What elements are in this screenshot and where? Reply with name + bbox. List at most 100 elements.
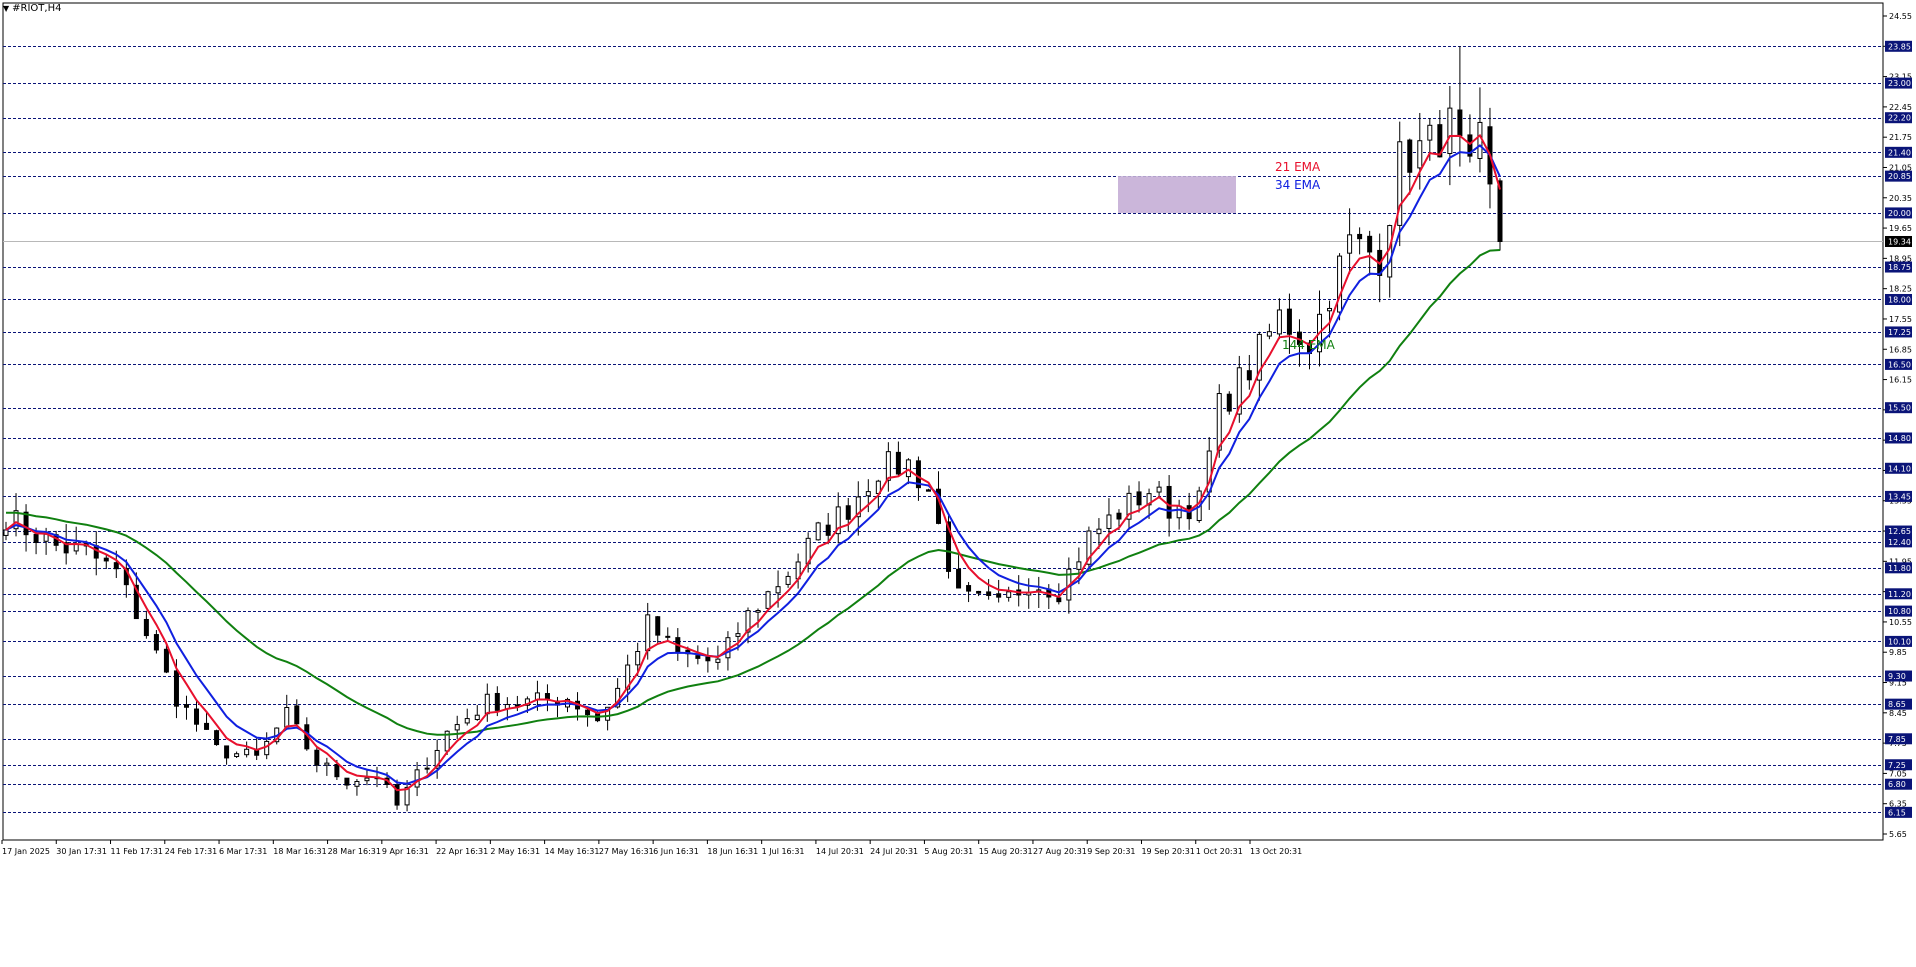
x-tick-label: 11 Feb 17:31 [111, 847, 163, 856]
level-price-box-text: 22.20 [1888, 114, 1911, 123]
candle-body [123, 567, 129, 586]
level-price-box-text: 18.00 [1888, 295, 1911, 304]
level-price-box [1885, 562, 1912, 574]
level-price-box-text: 11.80 [1888, 564, 1911, 573]
candle [905, 458, 911, 485]
y-tick-label: 24.55 [1889, 12, 1912, 21]
level-price-box [1885, 326, 1912, 338]
level-price-box-text: 20.85 [1888, 172, 1911, 181]
candle-body [354, 780, 360, 787]
candle-body [735, 633, 741, 637]
candle [655, 615, 661, 645]
level-price-box [1885, 77, 1912, 89]
level-price-box-text: 10.80 [1888, 607, 1911, 616]
x-tick-label: 27 May 16:31 [599, 847, 654, 856]
candle-body [605, 706, 611, 721]
candle-body [1337, 255, 1343, 313]
y-tick-label: 22.45 [1889, 103, 1912, 112]
y-tick-label: 21.05 [1889, 163, 1912, 172]
x-tick-label: 9 Apr 16:31 [382, 847, 429, 856]
candle-body [514, 704, 520, 707]
candle-body [1156, 486, 1162, 493]
candle-body [1096, 528, 1102, 535]
candle-body [103, 557, 109, 562]
candle [204, 712, 210, 730]
ema-21-line [5, 133, 1501, 792]
candle-body [765, 591, 771, 609]
candle-body [1226, 393, 1232, 412]
y-tick-label: 11.95 [1889, 557, 1912, 566]
candle [1256, 331, 1262, 401]
candle-body [1126, 492, 1132, 520]
candle [835, 492, 841, 544]
candle-body [324, 762, 330, 766]
y-tick-label: 10.55 [1889, 618, 1912, 627]
level-price-box [1885, 261, 1912, 273]
candle-body [885, 451, 891, 481]
candle [424, 757, 430, 774]
candle [825, 512, 831, 545]
candle [103, 554, 109, 570]
candle-body [153, 634, 159, 651]
candle [324, 757, 330, 776]
candle-body [755, 610, 761, 613]
candle-body [204, 722, 210, 730]
candle-body [1116, 512, 1122, 520]
level-price-box [1885, 778, 1912, 790]
candle-body [244, 748, 250, 756]
candle-body [835, 506, 841, 535]
candle [1156, 480, 1162, 498]
chart-menu-icon[interactable]: ▼ [3, 4, 10, 13]
candle-body [905, 459, 911, 478]
candle [454, 715, 460, 739]
candle [1407, 138, 1413, 195]
x-tick-label: 17 Jan 2025 [2, 847, 50, 856]
candle-body [996, 593, 1002, 598]
candle-body [314, 749, 320, 766]
x-tick-label: 24 Jul 20:31 [870, 847, 918, 856]
candle-body [1286, 308, 1292, 335]
level-price-box-text: 12.65 [1888, 527, 1911, 536]
y-tick-label: 16.85 [1889, 345, 1912, 354]
x-tick-label: 1 Oct 20:31 [1196, 847, 1243, 856]
x-tick-label: 28 Mar 16:31 [328, 847, 381, 856]
candle-body [1437, 124, 1443, 158]
candle [183, 695, 189, 720]
candle-body [695, 655, 701, 659]
candle [354, 779, 360, 796]
candle [153, 630, 159, 654]
candle [1367, 230, 1373, 276]
x-tick-label: 27 Aug 20:31 [1033, 847, 1087, 856]
candle-body [214, 730, 220, 746]
y-tick-label: 18.25 [1889, 285, 1912, 294]
candle-body [13, 510, 19, 530]
candle [665, 627, 671, 641]
candle-body [976, 590, 982, 594]
candle [123, 559, 129, 598]
candle-body [1347, 234, 1353, 254]
level-price-box [1885, 358, 1912, 370]
candle-body [775, 586, 781, 594]
candle [434, 739, 440, 779]
candle [1327, 300, 1333, 338]
candle-body [1367, 235, 1373, 253]
resistance-zone [1118, 176, 1236, 213]
candle [234, 751, 240, 759]
candle [314, 747, 320, 773]
candle [1086, 526, 1092, 568]
level-price-box [1885, 490, 1912, 502]
current-price-box-text: 19.34 [1888, 237, 1911, 246]
level-price-box-text: 18.75 [1888, 263, 1911, 272]
level-price-box [1885, 432, 1912, 444]
level-price-box-text: 8.65 [1888, 700, 1906, 709]
level-price-box [1885, 635, 1912, 647]
y-tick-label: 23.15 [1889, 73, 1912, 82]
ema-label: 144 EMA [1282, 338, 1336, 352]
x-tick-label: 5 Aug 20:31 [924, 847, 973, 856]
level-price-box [1885, 170, 1912, 182]
y-tick-label: 7.05 [1889, 769, 1907, 778]
candle-body [23, 511, 29, 536]
candle-body [1176, 505, 1182, 519]
candle [1076, 547, 1082, 585]
candle-body [464, 718, 470, 724]
